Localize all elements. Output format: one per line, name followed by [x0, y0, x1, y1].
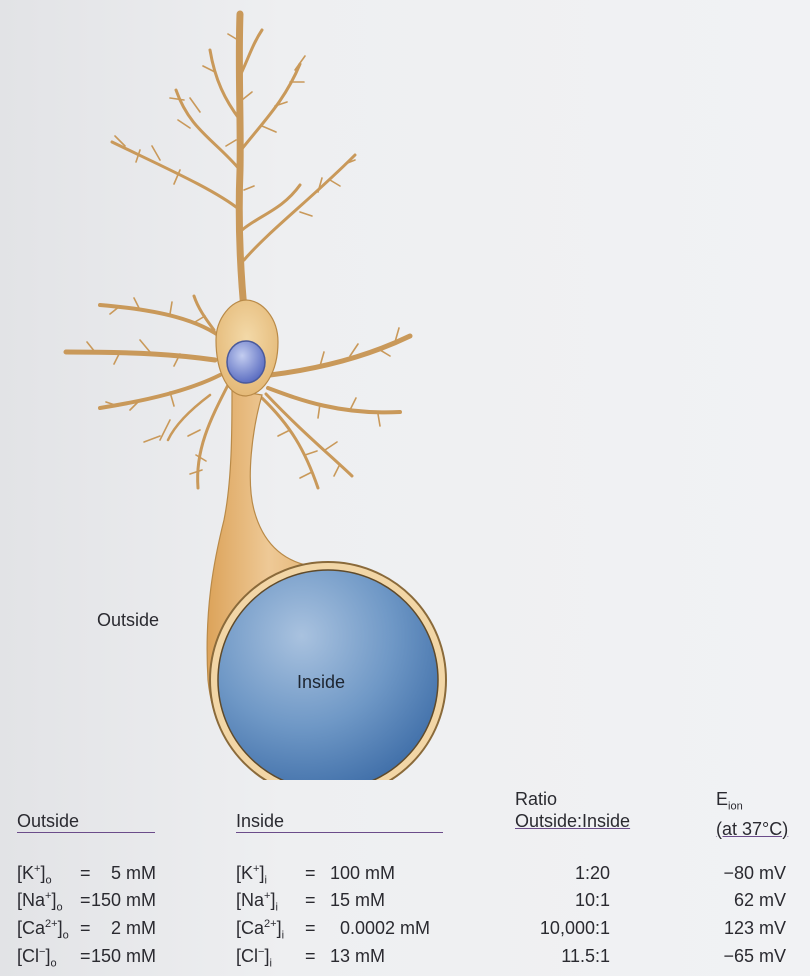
inside-equals: =	[305, 946, 316, 966]
inside-concentration: 15 mM	[330, 890, 386, 910]
outside-ion: [K+]o	[17, 863, 52, 887]
eion-value: 62 mV	[733, 890, 786, 910]
outside-concentration: 5 mM	[111, 863, 156, 883]
header-ratio-line2: Outside:Inside	[515, 811, 631, 831]
outside-concentration: 150 mM	[90, 890, 156, 910]
outside-ion: [Ca2+]o	[17, 918, 69, 942]
inside-ion: [Cl−]i	[236, 946, 272, 970]
header-eion-line1: Eion	[716, 788, 788, 818]
inside-region	[217, 569, 439, 780]
outside-equals: =	[80, 890, 91, 910]
inside-ion: [Ca2+]i	[236, 918, 285, 942]
ratio-value: 1:20	[574, 863, 610, 883]
header-eion-line2: (at 37°C)	[716, 818, 789, 839]
apical-dendrite	[235, 10, 249, 324]
header-ratio: Ratio Outside:Inside	[515, 788, 630, 832]
header-outside: Outside	[17, 811, 80, 831]
header-eion: Eion (at 37°C)	[716, 788, 788, 840]
nucleus	[226, 340, 266, 384]
header-ratio-line1: Ratio	[515, 789, 558, 809]
inside-ion: [K+]i	[236, 863, 267, 887]
outside-equals: =	[80, 863, 91, 883]
outside-equals: =	[80, 946, 91, 966]
eion-value: −65 mV	[723, 946, 786, 966]
basal-dendrite-left	[63, 349, 218, 363]
outside-ion: [Cl−]o	[17, 946, 57, 970]
inside-concentration: 0.0002 mM	[340, 918, 431, 938]
neuron-diagram	[63, 10, 447, 780]
inside-concentration: 100 mM	[330, 863, 396, 883]
header-inside-rule	[236, 832, 443, 833]
header-eion-symbol: E	[716, 789, 729, 809]
header-inside: Inside	[236, 811, 285, 831]
ratio-value: 10:1	[574, 890, 610, 910]
ratio-value: 11.5:1	[561, 946, 610, 966]
dendrites	[63, 10, 413, 490]
inside-equals: =	[305, 863, 316, 883]
ratio-value: 10,000:1	[539, 918, 610, 938]
outside-concentration: 2 mM	[111, 918, 156, 938]
outside-region-label: Outside	[97, 610, 160, 630]
outside-ion: [Na+]o	[17, 890, 63, 914]
header-outside-rule	[17, 832, 155, 833]
inside-ion: [Na+]i	[236, 890, 278, 914]
inside-region-label: Inside	[297, 672, 346, 692]
eion-value: 123 mV	[723, 918, 786, 938]
basal-dendrite-right	[267, 333, 413, 378]
outside-equals: =	[80, 918, 91, 938]
header-eion-sub: ion	[728, 800, 743, 813]
inside-equals: =	[305, 918, 316, 938]
inside-equals: =	[305, 890, 316, 910]
outside-concentration: 150 mM	[90, 946, 156, 966]
eion-value: −80 mV	[723, 863, 786, 883]
inside-concentration: 13 mM	[330, 946, 386, 966]
